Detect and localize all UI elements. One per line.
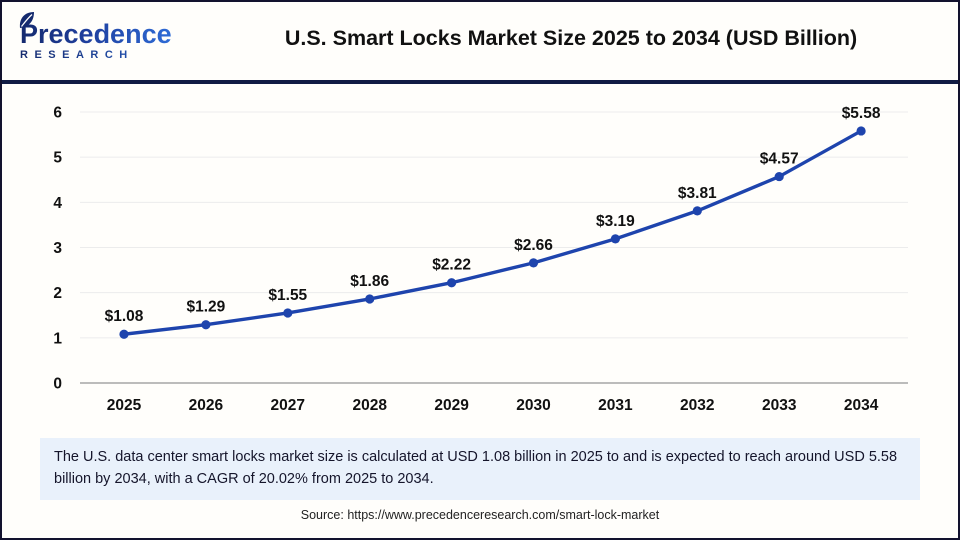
data-point-label: $3.19 (596, 213, 635, 230)
data-point-label: $5.58 (842, 105, 881, 122)
y-tick-label: 6 (53, 104, 62, 121)
header-divider (2, 80, 958, 84)
chart-canvas: 0 1 2 3 4 5 6 2025 2026 2027 2028 2029 2030 2031 2032 2… (53, 104, 908, 414)
header: Precedence RESEARCH U.S. Smart Locks Mar… (2, 2, 958, 80)
logo-name: Precedence (20, 19, 172, 49)
leaf-icon (19, 12, 34, 28)
x-tick-label: 2025 (107, 397, 142, 414)
data-point-label: $2.22 (432, 257, 471, 274)
data-point-label: $2.66 (514, 237, 553, 254)
x-tick-label: 2028 (352, 397, 387, 414)
x-tick-label: 2029 (434, 397, 469, 414)
data-point (365, 294, 375, 304)
data-point-label: $1.29 (187, 299, 226, 316)
x-tick-label: 2030 (516, 397, 550, 414)
data-point-label: $4.57 (760, 151, 799, 168)
data-point (201, 320, 211, 330)
y-tick-label: 5 (53, 150, 62, 167)
data-point (528, 258, 539, 268)
data-point (774, 171, 784, 182)
y-tick-label: 1 (53, 330, 62, 347)
y-tick-label: 3 (53, 240, 62, 257)
x-tick-label: 2026 (189, 397, 224, 414)
source-line: Source: https://www.precedenceresearch.c… (300, 507, 660, 522)
x-tick-label: 2027 (271, 397, 305, 414)
data-point-label: $3.81 (678, 185, 717, 202)
data-point-label: $1.08 (105, 308, 144, 325)
y-tick-label: 0 (53, 376, 62, 393)
data-point (692, 206, 702, 216)
x-tick-label: 2034 (844, 397, 879, 414)
data-point (447, 278, 457, 288)
x-tick-label: 2032 (680, 397, 714, 414)
summary-note: The U.S. data center smart locks market … (40, 438, 920, 500)
x-tick-label: 2031 (598, 397, 633, 414)
logo-subname: RESEARCH (20, 50, 210, 61)
data-point (119, 329, 129, 339)
y-tick-label: 2 (53, 285, 62, 302)
data-point-label: $1.86 (350, 273, 389, 290)
chart-area: 0 1 2 3 4 5 6 2025 2026 2027 2028 2029 2030 2031 2032 2… (2, 84, 958, 436)
precedence-logo: Precedence RESEARCH (19, 12, 210, 61)
series-line (122, 129, 863, 336)
y-tick-label: 4 (53, 195, 62, 212)
logo-row: Precedence (19, 12, 172, 49)
page-title: U.S. Smart Locks Market Size 2025 to 203… (284, 25, 858, 50)
data-point-label: $1.55 (268, 287, 307, 304)
x-tick-label: 2033 (762, 397, 797, 414)
data-point (283, 308, 293, 318)
data-point (610, 234, 621, 244)
data-point (856, 126, 866, 136)
